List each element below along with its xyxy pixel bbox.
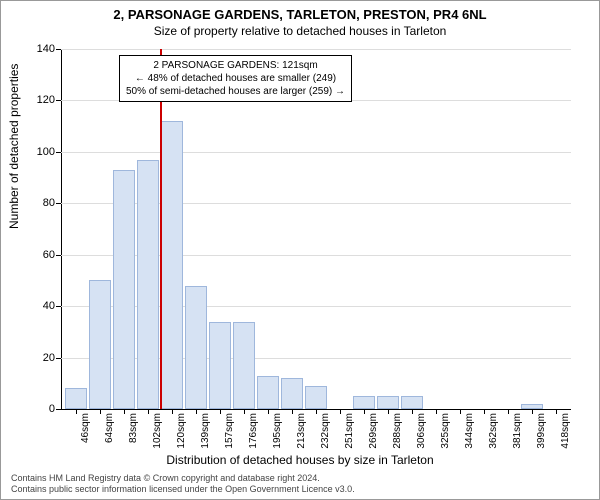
y-tick-mark xyxy=(56,306,61,307)
x-tick-label: 213sqm xyxy=(296,413,307,449)
histogram-bar xyxy=(209,322,231,409)
histogram-bar xyxy=(401,396,423,409)
y-tick-mark xyxy=(56,409,61,410)
x-tick-mark xyxy=(484,409,485,414)
y-tick-mark xyxy=(56,358,61,359)
x-tick-label: 195sqm xyxy=(272,413,283,449)
x-tick-label: 83sqm xyxy=(128,413,139,443)
x-tick-mark xyxy=(124,409,125,414)
plot-region: 02040608010012014046sqm64sqm83sqm102sqm1… xyxy=(61,49,571,409)
y-tick-mark xyxy=(56,49,61,50)
y-tick-label: 60 xyxy=(29,249,55,261)
y-tick-label: 0 xyxy=(29,403,55,415)
x-tick-mark xyxy=(364,409,365,414)
x-tick-label: 64sqm xyxy=(104,413,115,443)
histogram-bar xyxy=(137,160,159,409)
x-axis-label: Distribution of detached houses by size … xyxy=(1,453,599,467)
chart-title-line2: Size of property relative to detached ho… xyxy=(1,22,599,38)
x-tick-label: 46sqm xyxy=(80,413,91,443)
y-axis-line xyxy=(61,49,62,409)
x-tick-label: 251sqm xyxy=(344,413,355,449)
y-tick-label: 120 xyxy=(29,94,55,106)
x-tick-mark xyxy=(412,409,413,414)
y-tick-label: 80 xyxy=(29,197,55,209)
x-tick-label: 232sqm xyxy=(320,413,331,449)
y-tick-label: 100 xyxy=(29,146,55,158)
info-line2: ← 48% of detached houses are smaller (24… xyxy=(126,72,345,85)
x-tick-mark xyxy=(244,409,245,414)
histogram-bar xyxy=(113,170,135,409)
x-tick-label: 362sqm xyxy=(488,413,499,449)
chart-title-line1: 2, PARSONAGE GARDENS, TARLETON, PRESTON,… xyxy=(1,1,599,22)
x-tick-label: 139sqm xyxy=(200,413,211,449)
plot-area: 02040608010012014046sqm64sqm83sqm102sqm1… xyxy=(61,49,571,409)
x-tick-label: 325sqm xyxy=(440,413,451,449)
histogram-bar xyxy=(89,280,111,409)
x-tick-label: 102sqm xyxy=(152,413,163,449)
x-tick-mark xyxy=(172,409,173,414)
footer-line2: Contains public sector information licen… xyxy=(11,484,355,495)
y-gridline xyxy=(61,49,571,50)
histogram-bar xyxy=(65,388,87,409)
x-tick-label: 176sqm xyxy=(248,413,259,449)
y-gridline xyxy=(61,152,571,153)
y-tick-label: 20 xyxy=(29,352,55,364)
x-tick-label: 306sqm xyxy=(416,413,427,449)
x-tick-label: 269sqm xyxy=(368,413,379,449)
x-tick-mark xyxy=(148,409,149,414)
chart-container: 2, PARSONAGE GARDENS, TARLETON, PRESTON,… xyxy=(0,0,600,500)
y-axis-label: Number of detached properties xyxy=(7,64,21,229)
info-line3: 50% of semi-detached houses are larger (… xyxy=(126,85,345,98)
info-line1: 2 PARSONAGE GARDENS: 121sqm xyxy=(126,59,345,72)
y-tick-label: 140 xyxy=(29,43,55,55)
histogram-bar xyxy=(161,121,183,409)
histogram-bar xyxy=(185,286,207,409)
x-tick-mark xyxy=(76,409,77,414)
x-tick-mark xyxy=(436,409,437,414)
footer-line1: Contains HM Land Registry data © Crown c… xyxy=(11,473,355,484)
x-tick-mark xyxy=(268,409,269,414)
x-tick-mark xyxy=(340,409,341,414)
x-tick-mark xyxy=(508,409,509,414)
x-tick-mark xyxy=(220,409,221,414)
x-tick-mark xyxy=(460,409,461,414)
x-tick-mark xyxy=(532,409,533,414)
marker-line xyxy=(160,49,162,409)
histogram-bar xyxy=(305,386,327,409)
info-box: 2 PARSONAGE GARDENS: 121sqm ← 48% of det… xyxy=(119,55,352,102)
histogram-bar xyxy=(257,376,279,409)
histogram-bar xyxy=(281,378,303,409)
x-tick-mark xyxy=(316,409,317,414)
histogram-bar xyxy=(233,322,255,409)
y-tick-mark xyxy=(56,255,61,256)
x-tick-mark xyxy=(196,409,197,414)
x-tick-mark xyxy=(556,409,557,414)
histogram-bar xyxy=(353,396,375,409)
x-tick-label: 344sqm xyxy=(464,413,475,449)
x-tick-label: 157sqm xyxy=(224,413,235,449)
y-tick-mark xyxy=(56,203,61,204)
x-tick-label: 418sqm xyxy=(560,413,571,449)
x-tick-label: 399sqm xyxy=(536,413,547,449)
x-tick-label: 120sqm xyxy=(176,413,187,449)
y-tick-mark xyxy=(56,152,61,153)
footer: Contains HM Land Registry data © Crown c… xyxy=(11,473,355,495)
x-tick-label: 381sqm xyxy=(512,413,523,449)
y-tick-mark xyxy=(56,100,61,101)
x-tick-mark xyxy=(100,409,101,414)
x-tick-label: 288sqm xyxy=(392,413,403,449)
x-tick-mark xyxy=(388,409,389,414)
histogram-bar xyxy=(377,396,399,409)
y-tick-label: 40 xyxy=(29,300,55,312)
x-tick-mark xyxy=(292,409,293,414)
